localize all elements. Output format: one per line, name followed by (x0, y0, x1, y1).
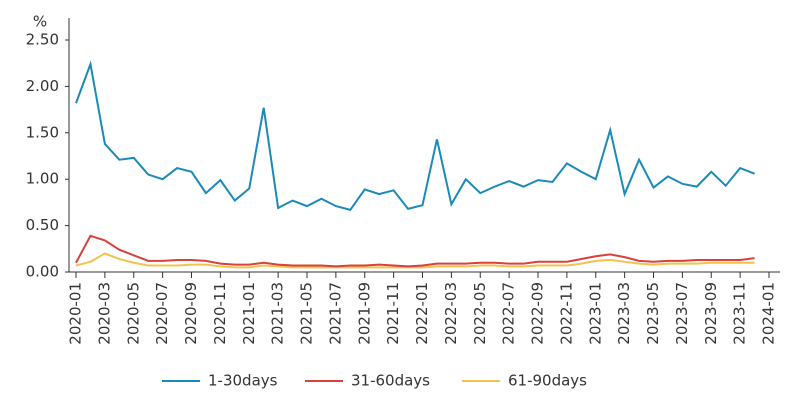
x-tick-label: 2021-07 (326, 282, 344, 345)
y-tick-label: 0.50 (26, 216, 59, 234)
x-tick-label: 2020-07 (153, 282, 171, 345)
x-tick-label: 2020-09 (182, 282, 200, 345)
x-tick-label: 2023-01 (586, 282, 604, 345)
x-tick-label: 2023-11 (731, 282, 749, 345)
line-series (75, 60, 755, 211)
x-tick-label: 2023-03 (615, 282, 633, 345)
x-tick-label: 2022-11 (557, 282, 575, 345)
y-tick-label: 1.50 (26, 123, 59, 141)
y-tick-label: 0.00 (26, 263, 59, 281)
x-tick-label: 2022-03 (442, 282, 460, 345)
y-tick-label: 2.00 (26, 77, 59, 95)
x-tick-label: 2021-01 (240, 282, 258, 345)
x-tick-label: 2021-09 (355, 282, 373, 345)
line-series (75, 252, 755, 269)
legend-label: 31-60days (351, 372, 430, 390)
line-series (75, 234, 755, 268)
x-tick-label: 2020-05 (124, 282, 142, 345)
x-tick-label: 2022-07 (500, 282, 518, 345)
y-tick-label: 1.00 (26, 170, 59, 188)
x-tick-label: 2021-03 (269, 282, 287, 345)
y-unit: % (33, 13, 47, 31)
x-tick-label: 2022-09 (529, 282, 547, 345)
x-tick-label: 2020-11 (211, 282, 229, 345)
y-tick-label: 2.50 (26, 31, 59, 49)
x-tick-label: 2023-05 (644, 282, 662, 345)
x-tick-label: 2021-05 (298, 282, 316, 345)
x-tick-label: 2023-07 (673, 282, 691, 345)
legend-label: 61-90days (508, 372, 587, 390)
x-tick-label: 2022-01 (413, 282, 431, 345)
x-tick-label: 2022-05 (471, 282, 489, 345)
x-tick-label: 2024-01 (760, 282, 778, 345)
legend-label: 1-30days (208, 372, 278, 390)
x-tick-label: 2021-11 (384, 282, 402, 345)
x-tick-label: 2023-09 (702, 282, 720, 345)
x-tick-label: 2020-01 (67, 282, 85, 345)
x-tick-label: 2020-03 (95, 282, 113, 345)
